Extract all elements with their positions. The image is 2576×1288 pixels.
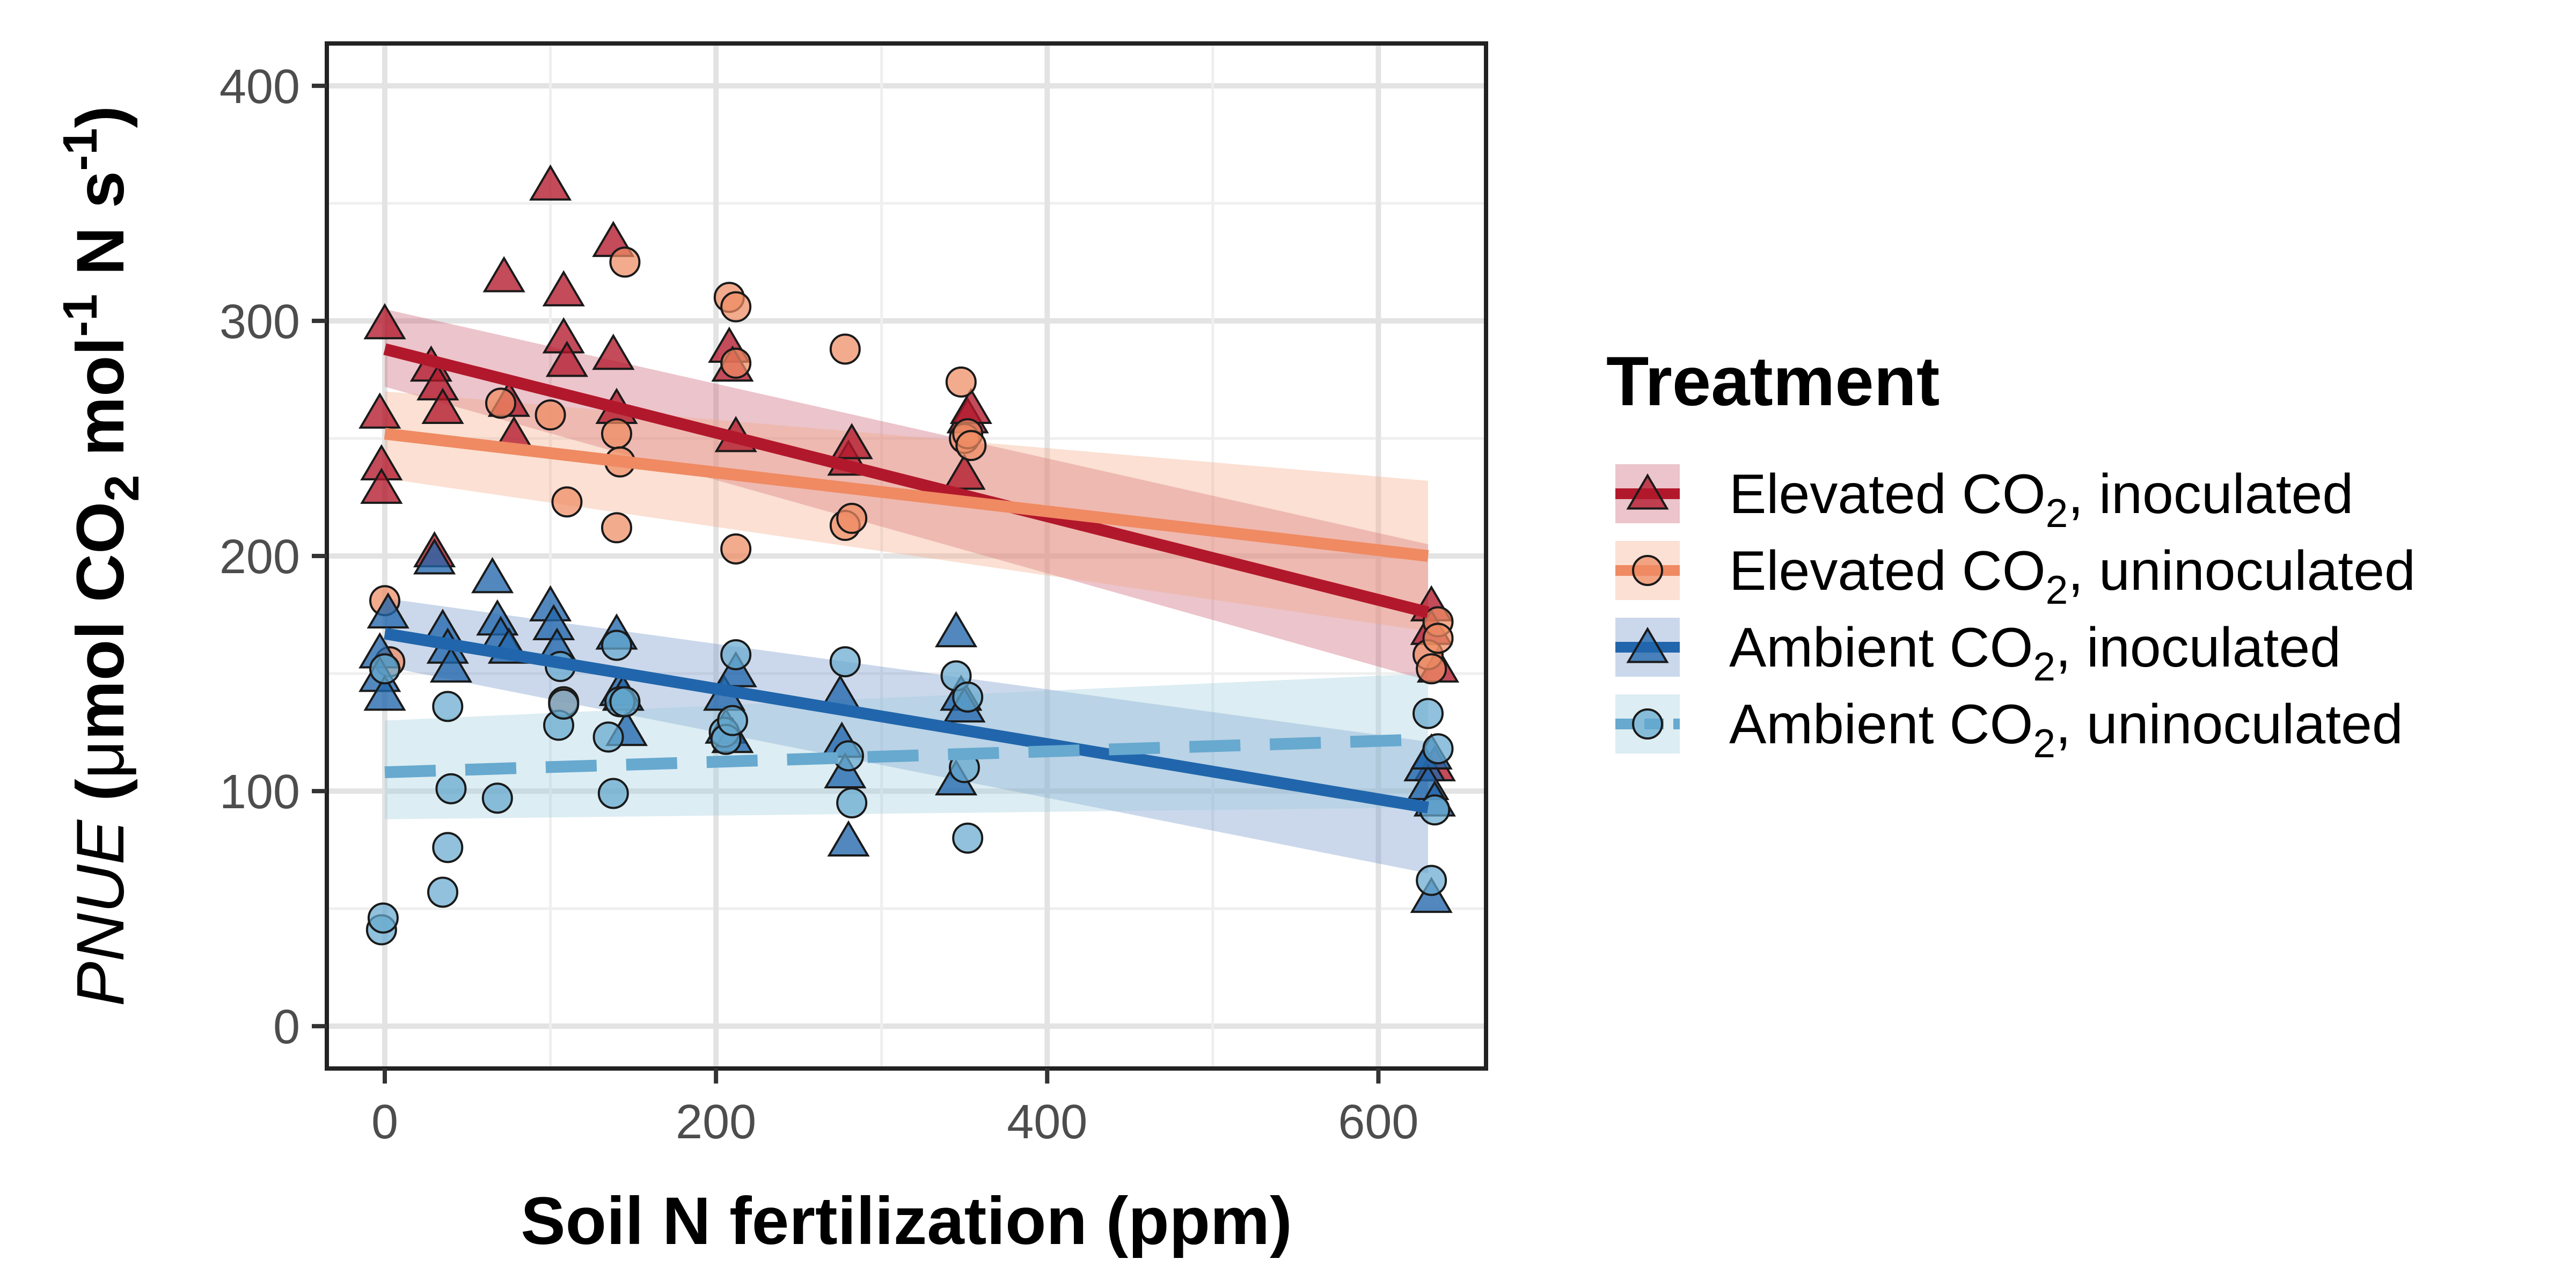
point-aci xyxy=(413,538,456,575)
point-ecu xyxy=(720,291,752,323)
point-aci xyxy=(934,611,978,648)
y-tick-label: 400 xyxy=(219,60,300,114)
point-ecu xyxy=(955,430,987,462)
point-eci xyxy=(360,467,403,504)
point-eci xyxy=(363,303,406,340)
point-acu xyxy=(829,646,861,678)
legend-marker-aci xyxy=(1626,627,1669,663)
point-acu xyxy=(427,876,458,908)
point-acu xyxy=(952,822,984,854)
point-ecu xyxy=(551,486,583,518)
legend: Treatment Elevated CO2, inoculatedElevat… xyxy=(1606,342,2416,766)
point-aci xyxy=(429,646,473,683)
point-acu xyxy=(717,705,748,736)
x-tick-label: 600 xyxy=(1338,1095,1418,1149)
point-acu xyxy=(435,773,467,804)
legend-label-aci: Ambient CO2, inoculated xyxy=(1729,617,2341,689)
y-tick-label: 0 xyxy=(273,1000,300,1054)
point-ecu xyxy=(829,333,861,365)
point-aci xyxy=(367,592,409,629)
point-acu xyxy=(369,653,400,685)
point-acu xyxy=(720,639,752,670)
point-ecu xyxy=(945,366,977,398)
point-eci xyxy=(545,340,589,377)
legend-label-acu: Ambient CO2, uninoculated xyxy=(1729,693,2403,766)
point-acu xyxy=(432,691,464,722)
point-acu xyxy=(597,778,629,809)
fit-line-ecu xyxy=(384,428,1429,562)
point-acu xyxy=(1422,733,1454,765)
x-tick-label: 0 xyxy=(371,1095,398,1149)
point-acu xyxy=(592,721,624,753)
point-ecu xyxy=(720,347,752,379)
point-ecu xyxy=(1422,623,1454,654)
data-points xyxy=(358,164,1460,946)
legend-label-ecu: Elevated CO2, uninoculated xyxy=(1729,540,2416,612)
point-ecu xyxy=(1416,653,1447,685)
point-aci xyxy=(827,820,870,857)
point-acu xyxy=(548,688,580,720)
x-tick-label: 400 xyxy=(1007,1095,1087,1149)
point-acu xyxy=(609,686,641,718)
point-ecu xyxy=(836,502,868,534)
x-axis-title: Soil N fertilization (ppm) xyxy=(521,1184,1292,1258)
point-eci xyxy=(482,256,525,292)
confidence-band-ecu xyxy=(385,391,1428,632)
point-ecu xyxy=(535,399,566,431)
confidence-band-acu xyxy=(385,674,1428,819)
y-tick-label: 300 xyxy=(219,295,300,349)
y-axis-title-italic: PNUE xyxy=(63,819,138,1006)
point-eci xyxy=(542,270,585,306)
point-eci xyxy=(529,164,572,201)
fit-line-eci xyxy=(383,343,1430,618)
confidence-bands xyxy=(385,309,1428,874)
fit-lines xyxy=(383,343,1430,814)
y-tick-label: 200 xyxy=(219,530,300,584)
point-eci xyxy=(358,392,401,429)
point-ecu xyxy=(601,512,632,544)
point-aci xyxy=(363,674,406,711)
point-eci xyxy=(421,387,464,424)
point-acu xyxy=(432,832,464,863)
point-acu xyxy=(836,787,868,818)
fit-line-acu xyxy=(384,733,1429,779)
point-ecu xyxy=(720,533,752,565)
axis-ticks: 0 100 200 300 400 0 200 400 600 xyxy=(219,60,1419,1149)
point-eci xyxy=(592,333,635,370)
y-tick-label: 100 xyxy=(219,765,300,819)
point-acu xyxy=(1413,698,1444,729)
point-acu xyxy=(601,630,632,661)
point-ecu xyxy=(485,387,516,419)
legend-label-eci: Elevated CO2, inoculated xyxy=(1729,463,2353,536)
point-eci xyxy=(943,453,986,490)
y-axis-title: PNUE(μmol CO2 mol-1 N s-1) xyxy=(54,106,149,1006)
confidence-band-aci xyxy=(385,598,1428,874)
point-ecu xyxy=(601,418,632,450)
point-acu xyxy=(367,902,399,934)
point-aci xyxy=(471,557,514,594)
point-eci xyxy=(830,423,873,459)
point-acu xyxy=(952,681,984,713)
point-acu xyxy=(1416,865,1447,896)
point-ecu xyxy=(609,246,641,278)
point-acu xyxy=(833,740,864,772)
legend-marker-ecu xyxy=(1632,555,1663,586)
legend-marker-acu xyxy=(1632,708,1663,740)
point-acu xyxy=(481,782,513,814)
legend-marker-eci xyxy=(1626,473,1669,510)
x-tick-label: 200 xyxy=(676,1095,756,1149)
legend-title: Treatment xyxy=(1606,342,1940,420)
fit-line-aci xyxy=(384,627,1429,814)
